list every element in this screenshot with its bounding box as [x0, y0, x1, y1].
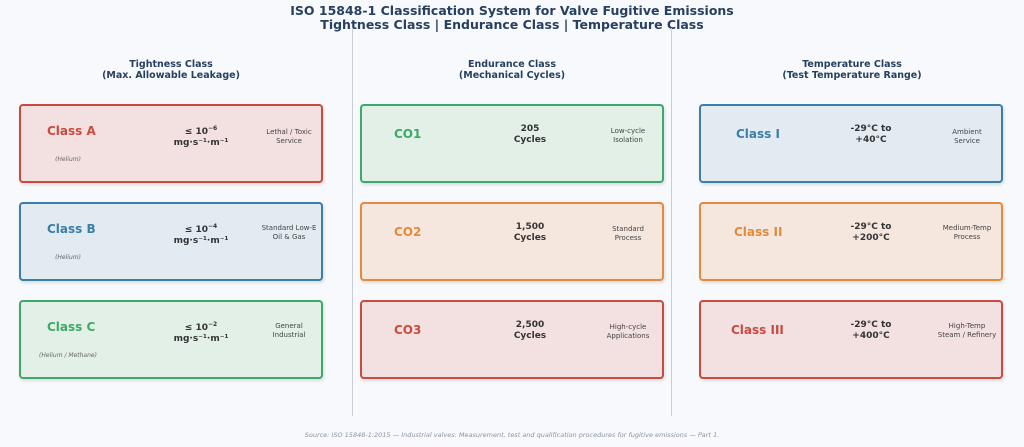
description-line-2: Industrial — [272, 331, 306, 339]
cycles-number: 1,500 — [515, 222, 545, 232]
card-value: -29°C to +40°C — [831, 124, 911, 146]
card-value: 2,500 Cycles — [490, 320, 570, 342]
card-description: High-Temp Steam / Refinery — [927, 322, 1007, 340]
leakage-unit: mg·s⁻¹·m⁻¹ — [173, 138, 229, 148]
card-description: Low-cycle Isolation — [588, 127, 668, 145]
description-line-1: High-Temp — [948, 322, 986, 330]
endurance-column-header: Endurance Class (Mechanical Cycles) — [357, 59, 667, 81]
description-line-1: Low-cycle — [610, 127, 646, 135]
temperature-header-title: Temperature Class — [802, 59, 902, 70]
source-citation: Source: ISO 15848-1:2015 — Industrial va… — [304, 431, 720, 439]
card-name: Class A — [47, 124, 96, 138]
card-name: Class I — [736, 127, 780, 141]
column-divider-2 — [671, 28, 672, 416]
temperature-card-class-1: Class I -29°C to +40°C Ambient Service — [699, 104, 1003, 183]
description-line-1: Ambient — [952, 128, 982, 136]
description-line-1: General — [275, 322, 303, 330]
card-description: Ambient Service — [927, 128, 1007, 146]
card-value: 205 Cycles — [490, 124, 570, 146]
tightness-header-subtitle: (Max. Allowable Leakage) — [102, 70, 240, 81]
card-name: Class B — [47, 222, 96, 236]
endurance-header-title: Endurance Class — [467, 59, 556, 70]
description-line-2: Process — [614, 234, 642, 242]
description-line-1: Standard Low-E — [261, 224, 317, 232]
title-line-2: Tightness Class | Endurance Class | Temp… — [320, 17, 704, 32]
card-value: 1,500 Cycles — [490, 222, 570, 244]
temperature-column-header: Temperature Class (Test Temperature Rang… — [697, 59, 1007, 81]
temperature-from: -29°C to — [850, 222, 892, 232]
card-value: ≤ 10−2 mg·s⁻¹·m⁻¹ — [161, 319, 241, 345]
card-value: -29°C to +200°C — [831, 222, 911, 244]
card-description: Standard Low-E Oil & Gas — [249, 224, 329, 242]
description-line-1: High-cycle — [609, 323, 647, 331]
endurance-card-co2: CO2 1,500 Cycles Standard Process — [360, 202, 664, 281]
temperature-from: -29°C to — [850, 124, 892, 134]
description-line-1: Lethal / Toxic — [266, 128, 312, 136]
diagram-title: ISO 15848-1 Classification System for Va… — [0, 4, 1024, 32]
title-line-1: ISO 15848-1 Classification System for Va… — [290, 3, 734, 18]
tightness-card-class-a: Class A (Helium) ≤ 10−6 mg·s⁻¹·m⁻¹ Letha… — [19, 104, 323, 183]
tightness-card-class-b: Class B (Helium) ≤ 10−4 mg·s⁻¹·m⁻¹ Stand… — [19, 202, 323, 281]
description-line-2: Applications — [606, 332, 650, 340]
card-value: ≤ 10−6 mg·s⁻¹·m⁻¹ — [161, 123, 241, 149]
leakage-exponent: −2 — [208, 321, 218, 328]
leakage-base: ≤ 10 — [184, 225, 208, 235]
card-name: Class III — [731, 323, 784, 337]
card-name: Class C — [47, 320, 96, 334]
endurance-header-subtitle: (Mechanical Cycles) — [458, 70, 566, 81]
tightness-header-title: Tightness Class — [129, 59, 213, 70]
temperature-card-class-2: Class II -29°C to +200°C Medium-Temp Pro… — [699, 202, 1003, 281]
card-description: Lethal / Toxic Service — [249, 128, 329, 146]
cycles-unit: Cycles — [513, 331, 547, 341]
cycles-number: 205 — [520, 124, 540, 134]
description-line-2: Process — [953, 233, 981, 241]
description-line-1: Standard — [612, 225, 644, 233]
temperature-header-subtitle: (Test Temperature Range) — [782, 70, 922, 81]
description-line-2: Service — [276, 137, 302, 145]
card-description: Standard Process — [588, 225, 668, 243]
card-subtitle: (Helium) — [55, 254, 81, 261]
tightness-card-class-c: Class C (Helium / Methane) ≤ 10−2 mg·s⁻¹… — [19, 300, 323, 379]
card-subtitle: (Helium / Methane) — [39, 352, 97, 359]
card-name: CO3 — [394, 323, 422, 337]
leakage-base: ≤ 10 — [184, 127, 208, 137]
leakage-unit: mg·s⁻¹·m⁻¹ — [173, 334, 229, 344]
card-value: -29°C to +400°C — [831, 320, 911, 342]
cycles-unit: Cycles — [513, 135, 547, 145]
description-line-2: Steam / Refinery — [937, 331, 997, 339]
card-subtitle: (Helium) — [55, 156, 81, 163]
endurance-card-co1: CO1 205 Cycles Low-cycle Isolation — [360, 104, 664, 183]
temperature-to: +40°C — [855, 135, 887, 145]
leakage-base: ≤ 10 — [184, 323, 208, 333]
leakage-exponent: −4 — [208, 223, 218, 230]
endurance-card-co3: CO3 2,500 Cycles High-cycle Applications — [360, 300, 664, 379]
leakage-exponent: −6 — [208, 125, 218, 132]
tightness-column-header: Tightness Class (Max. Allowable Leakage) — [16, 59, 326, 81]
temperature-to: +400°C — [852, 331, 890, 341]
description-line-2: Oil & Gas — [272, 233, 306, 241]
description-line-2: Service — [954, 137, 980, 145]
card-value: ≤ 10−4 mg·s⁻¹·m⁻¹ — [161, 221, 241, 247]
card-description: General Industrial — [249, 322, 329, 340]
temperature-to: +200°C — [852, 233, 890, 243]
card-name: CO1 — [394, 127, 422, 141]
temperature-from: -29°C to — [850, 320, 892, 330]
card-description: High-cycle Applications — [588, 323, 668, 341]
card-name: CO2 — [394, 225, 422, 239]
card-name: Class II — [734, 225, 783, 239]
card-description: Medium-Temp Process — [927, 224, 1007, 242]
cycles-number: 2,500 — [515, 320, 545, 330]
temperature-card-class-3: Class III -29°C to +400°C High-Temp Stea… — [699, 300, 1003, 379]
cycles-unit: Cycles — [513, 233, 547, 243]
column-divider-1 — [352, 28, 353, 416]
description-line-2: Isolation — [613, 136, 643, 144]
description-line-1: Medium-Temp — [942, 224, 992, 232]
leakage-unit: mg·s⁻¹·m⁻¹ — [173, 236, 229, 246]
